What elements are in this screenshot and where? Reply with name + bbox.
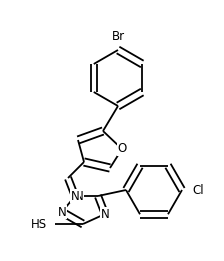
Text: N: N [71, 189, 79, 203]
Text: HS: HS [31, 217, 47, 230]
Text: O: O [117, 143, 127, 156]
Text: N: N [75, 189, 83, 203]
Text: Br: Br [111, 29, 125, 43]
Text: N: N [101, 207, 109, 221]
Text: N: N [58, 205, 66, 218]
Text: Cl: Cl [192, 183, 204, 197]
